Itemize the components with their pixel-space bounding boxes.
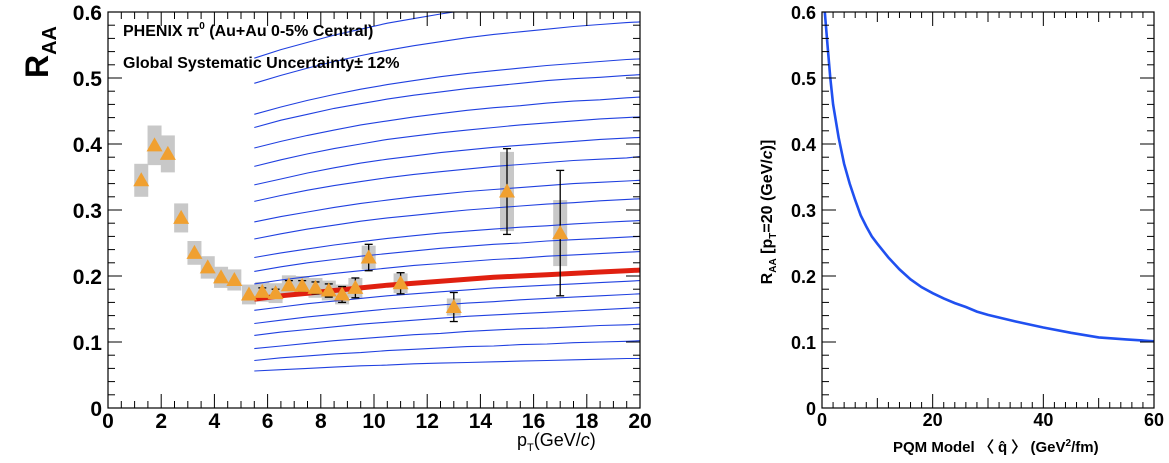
x-tick-label: 18 [575, 410, 599, 433]
x-tick-label: 14 [469, 410, 493, 433]
model-curve [254, 179, 640, 223]
y-tick-label: 0 [806, 399, 816, 419]
x-tick-label: 0 [102, 410, 114, 433]
x-tick-label: 20 [628, 410, 651, 433]
data-point [499, 183, 515, 198]
left-x-axis-label: pT(GeV/c) [517, 430, 596, 454]
left-axis-ticks [107, 11, 641, 409]
right-y-axis-label: RAA [pT=20 (GeV/c)] [759, 140, 779, 285]
right-y-tick-labels: 0 0.1 0.2 0.3 0.4 0.5 0.6 [791, 3, 816, 419]
x-tick-label: 20 [923, 410, 943, 430]
right-x-axis-label: PQM Model 〈 q̂ 〉 (GeV2/fm) [893, 438, 1099, 456]
y-tick-label: 0.5 [73, 68, 103, 91]
model-curve [254, 280, 640, 311]
y-tick-label: 0.3 [73, 200, 102, 223]
x-tick-label: 10 [362, 410, 385, 433]
data-point [199, 259, 216, 274]
y-tick-label: 0.1 [791, 333, 816, 353]
x-tick-label: 4 [209, 410, 221, 433]
model-curve [254, 235, 640, 272]
left-y-tick-labels: 0 0.1 0.2 0.3 0.4 0.5 0.6 [73, 2, 103, 421]
x-tick-label: 60 [1144, 410, 1164, 430]
y-tick-label: 0.3 [791, 201, 816, 221]
model-curve [254, 136, 640, 186]
data-point [226, 271, 243, 286]
annotation-line-1: PHENIX π0 (Au+Au 0-5% Central) [123, 21, 373, 40]
model-curve [254, 58, 640, 115]
model-curve [254, 251, 640, 285]
y-tick-label: 0 [90, 398, 102, 421]
model-curve [254, 12, 458, 59]
x-tick-label: 6 [262, 410, 274, 433]
data-point [133, 172, 150, 187]
y-tick-label: 0.6 [791, 3, 816, 23]
data-point [186, 244, 203, 259]
right-plot-frame [821, 11, 1155, 409]
x-tick-label: 8 [315, 410, 327, 433]
data-point [347, 279, 364, 294]
model-curve [254, 155, 640, 202]
data-point [213, 269, 230, 284]
data-point [173, 209, 190, 224]
y-tick-label: 0.4 [791, 135, 816, 155]
data-point [334, 286, 351, 301]
y-tick-label: 0.1 [73, 332, 103, 355]
data-point [146, 137, 163, 152]
data-point [159, 145, 176, 160]
x-tick-label: 2 [155, 410, 167, 433]
data-point [307, 279, 324, 294]
model-curve [254, 340, 640, 362]
right-x-tick-labels: 0 20 40 60 [817, 410, 1164, 430]
x-tick-label: 12 [416, 410, 439, 433]
left-chart: 0 2 4 6 8 10 12 14 16 18 20 0 0.1 0.2 0.3 0.4 0.5 0.6 PH… [19, 2, 652, 454]
y-tick-label: 0.5 [791, 69, 816, 89]
data-point [254, 283, 271, 298]
model-curve [254, 74, 640, 129]
x-tick-label: 40 [1033, 410, 1053, 430]
model-curve [254, 220, 640, 259]
y-tick-label: 0.2 [791, 267, 816, 287]
raa-vs-qhat-curve [823, 12, 1154, 343]
y-tick-label: 0.2 [73, 266, 102, 289]
y-tick-label: 0.6 [73, 2, 102, 25]
data-point [360, 249, 377, 264]
model-curve [254, 357, 640, 372]
raa-curve [823, 12, 1154, 343]
model-curve [254, 116, 640, 167]
annotation-line-2: Global Systematic Uncertainty± 12% [123, 55, 399, 72]
data-point [445, 299, 462, 314]
y-tick-label: 0.4 [73, 134, 103, 157]
model-curve [254, 323, 640, 350]
data-point [320, 282, 337, 297]
x-tick-label: 16 [522, 410, 545, 433]
right-chart: 0 20 40 60 0 0.1 0.2 0.3 0.4 0.5 0.6 RAA [pT=20 (… [759, 3, 1164, 456]
data-point [280, 277, 297, 292]
data-points [133, 137, 569, 314]
right-axis-ticks [821, 11, 1155, 409]
left-x-tick-labels: 0 2 4 6 8 10 12 14 16 18 20 [102, 410, 652, 433]
data-point [240, 286, 257, 301]
model-curve [254, 96, 640, 149]
left-y-axis-label: RAA [19, 26, 61, 78]
model-curve [254, 198, 640, 240]
data-point [392, 275, 409, 290]
data-point [294, 277, 311, 292]
data-point [267, 285, 284, 300]
x-tick-label: 0 [817, 410, 827, 430]
data-point [552, 225, 569, 240]
